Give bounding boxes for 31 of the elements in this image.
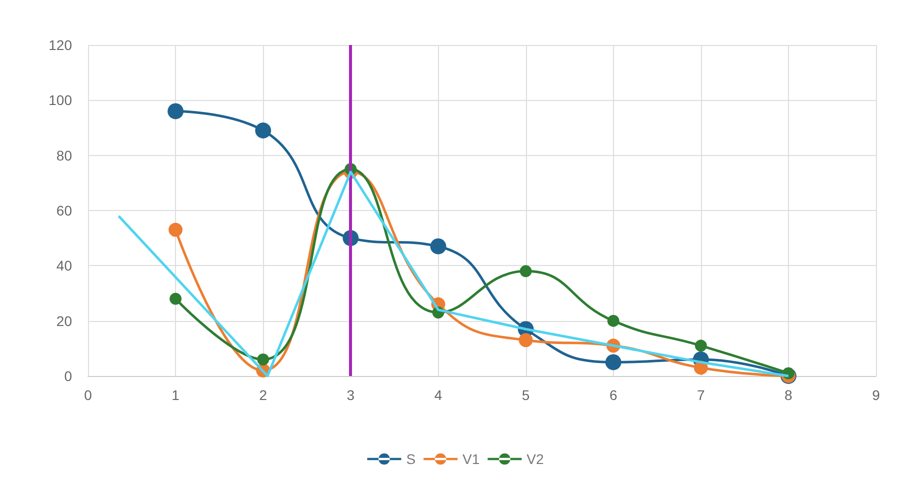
- x-tick-label: 3: [346, 387, 355, 403]
- x-tick-label: 8: [784, 387, 793, 403]
- y-tick-label: 100: [48, 92, 72, 108]
- y-tick-label: 80: [56, 147, 72, 164]
- x-tick-label: 7: [696, 387, 705, 403]
- y-tick-label: 0: [64, 368, 72, 384]
- point: [607, 314, 620, 327]
- y-tick-label: 40: [56, 258, 72, 274]
- x-tick-label: 0: [84, 387, 92, 403]
- point: [170, 292, 182, 305]
- point: [430, 238, 446, 254]
- y-tick-label: 20: [56, 312, 72, 329]
- legend-label: V2: [526, 451, 544, 467]
- point: [257, 353, 270, 366]
- legend-label: S: [406, 451, 416, 467]
- x-tick-label: 4: [434, 387, 442, 403]
- point: [168, 103, 184, 120]
- point: [518, 333, 533, 348]
- point: [694, 340, 707, 352]
- x-tick-label: 1: [172, 387, 180, 403]
- point: [255, 122, 272, 139]
- point: [605, 354, 622, 370]
- y-tick-label: 120: [48, 37, 72, 53]
- x-tick-label: 2: [259, 387, 268, 403]
- point: [168, 222, 183, 237]
- legend-label: V1: [462, 451, 480, 467]
- x-tick-label: 5: [522, 387, 530, 403]
- y-tick-label: 60: [56, 202, 72, 218]
- point: [520, 265, 532, 278]
- x-tick-label: 6: [609, 387, 618, 403]
- x-tick-label: 9: [872, 387, 880, 403]
